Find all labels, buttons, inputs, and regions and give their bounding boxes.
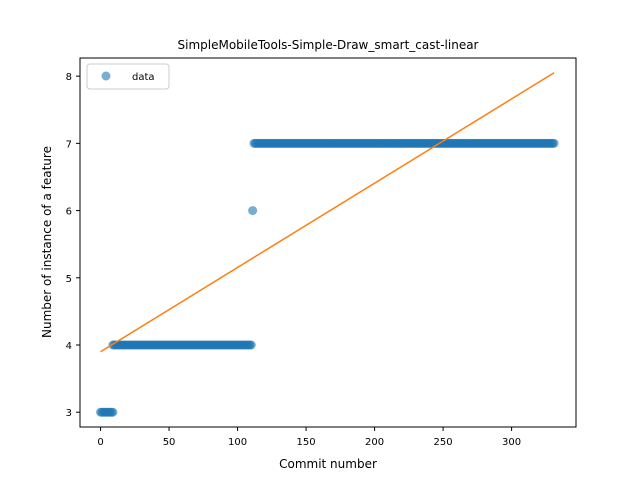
- x-tick-label: 200: [365, 437, 384, 448]
- legend-label-data: data: [132, 72, 155, 83]
- y-tick-label: 7: [66, 139, 72, 150]
- y-tick-label: 3: [66, 408, 72, 419]
- x-tick-label: 50: [163, 437, 176, 448]
- x-tick-label: 100: [228, 437, 247, 448]
- data-point: [108, 407, 118, 417]
- legend-box: [86, 63, 170, 90]
- x-tick-label: 0: [97, 437, 103, 448]
- y-tick-label: 5: [66, 274, 72, 285]
- data-point: [246, 340, 256, 350]
- y-tick-label: 4: [66, 341, 72, 352]
- y-tick-label: 6: [66, 207, 72, 218]
- x-tick-label: 300: [502, 437, 521, 448]
- plot-frame: [79, 57, 577, 428]
- legend: data: [86, 63, 170, 90]
- x-tick-label: 250: [434, 437, 453, 448]
- y-axis-ticks: 3 4 5 6 7 8: [66, 72, 80, 419]
- data-point: [549, 138, 559, 148]
- data-points: [96, 138, 559, 417]
- legend-marker-data: [101, 71, 111, 81]
- data-point: [248, 206, 258, 216]
- fit-line-layer: [100, 72, 555, 353]
- fit-line: [100, 72, 555, 353]
- chart-title: SimpleMobileTools-Simple-Draw_smart_cast…: [178, 38, 479, 52]
- x-axis-ticks: 0 50 100 150 200 250 300: [97, 427, 521, 448]
- plot-area: [79, 57, 577, 428]
- y-tick-label: 8: [66, 72, 72, 83]
- x-tick-label: 150: [297, 437, 316, 448]
- x-axis-label: Commit number: [279, 457, 377, 471]
- y-axis-label: Number of instance of a feature: [40, 146, 54, 338]
